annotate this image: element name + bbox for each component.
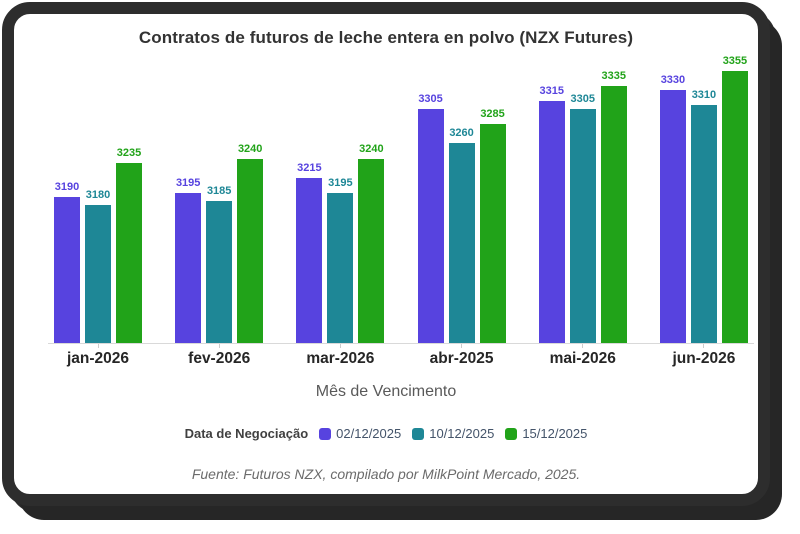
legend-label: 15/12/2025 (522, 426, 588, 441)
bar-value-label: 3190 (54, 181, 80, 193)
bar-wrap: 3190 (54, 55, 80, 343)
tick-cell (54, 344, 142, 348)
tick-cell (296, 344, 384, 348)
bar (327, 193, 354, 343)
bar (448, 143, 475, 343)
bar (417, 109, 444, 343)
x-axis-label: jun-2026 (672, 350, 736, 367)
bar-value-label: 3330 (660, 74, 686, 86)
x-axis-label: mar-2026 (306, 350, 375, 367)
x-axis-label: jan-2026 (66, 350, 130, 367)
bar-wrap: 3235 (116, 55, 142, 343)
x-axis-label: mai-2026 (549, 350, 616, 367)
bar (538, 101, 565, 343)
bar-wrap: 3185 (206, 55, 233, 343)
bar-wrap: 3335 (600, 55, 627, 343)
x-axis-label: abr-2025 (429, 350, 494, 367)
legend-item: 15/12/2025 (505, 426, 587, 441)
bar-group: 3190 3180 3235 (54, 55, 142, 343)
bar-value-label: 3260 (449, 127, 474, 139)
legend-label: 10/12/2025 (429, 426, 495, 441)
bar-wrap: 3195 (175, 55, 202, 343)
bar-value-label: 3285 (480, 108, 505, 120)
bar-wrap: 3355 (721, 55, 748, 343)
chart-frame: Contratos de futuros de leche entera en … (2, 2, 770, 506)
bar-wrap: 3310 (690, 55, 717, 343)
bar-value-label: 3240 (359, 143, 384, 155)
bar-wrap: 3330 (659, 55, 686, 343)
bar-value-label: 3310 (691, 89, 717, 101)
bar-group: 3315 3305 3335 (538, 55, 627, 343)
bar (237, 159, 264, 343)
bar-value-label: 3355 (722, 55, 748, 67)
bar (175, 193, 202, 343)
plot-area: 3190 3180 3235 3195 3185 3240 3215 3195 3240 3305… (54, 55, 748, 343)
bar (85, 205, 111, 343)
bar-wrap: 3240 (358, 55, 385, 343)
legend-item: 02/12/2025 (319, 426, 401, 441)
x-axis-labels: jan-2026 fev-2026 mar-2026 abr-2025 mai-2026… (54, 350, 748, 368)
bar-group: 3215 3195 3240 (296, 55, 385, 343)
bar (54, 197, 80, 343)
bar-value-label: 3335 (601, 70, 626, 82)
bar-wrap: 3315 (538, 55, 565, 343)
source-note: Fuente: Futuros NZX, compilado por MilkP… (191, 466, 581, 482)
bar-value-label: 3240 (237, 143, 263, 155)
bar-wrap: 3240 (237, 55, 264, 343)
legend-swatch (412, 427, 425, 440)
tick-cell (660, 344, 748, 348)
x-axis-line (48, 343, 754, 344)
legend-swatch (319, 427, 332, 440)
axis-tick (218, 344, 220, 348)
x-axis-title: Mês de Vencimento (315, 383, 457, 400)
bar (690, 105, 717, 343)
bar-wrap: 3260 (448, 55, 475, 343)
bar-wrap: 3215 (296, 55, 323, 343)
axis-tick (97, 344, 99, 348)
legend-label: 02/12/2025 (336, 426, 402, 441)
axis-tick (703, 344, 705, 348)
axis-tick (461, 344, 463, 348)
bar (358, 159, 385, 343)
x-axis-ticks (54, 344, 748, 348)
bar-value-label: 3305 (570, 93, 595, 105)
bar-wrap: 3305 (417, 55, 444, 343)
bar (116, 163, 142, 343)
bar (600, 86, 627, 343)
bar-wrap: 3285 (479, 55, 506, 343)
bar (479, 124, 506, 343)
legend-title: Data de Negociação (184, 426, 309, 441)
bar-value-label: 3305 (418, 93, 443, 105)
legend-swatch (505, 427, 518, 440)
legend: Data de Negociação 02/12/2025 10/12/2025 1… (14, 426, 758, 441)
tick-cell (418, 344, 506, 348)
bar-wrap: 3180 (85, 55, 111, 343)
tick-cell (539, 344, 627, 348)
bar-value-label: 3185 (206, 185, 232, 197)
bar-group: 3305 3260 3285 (417, 55, 506, 343)
bar-value-label: 3195 (328, 177, 353, 189)
bar-group: 3330 3310 3355 (659, 55, 748, 343)
bar (206, 201, 233, 343)
axis-tick (582, 344, 584, 348)
legend-item: 10/12/2025 (412, 426, 494, 441)
bar-value-label: 3235 (116, 147, 142, 159)
x-axis-label: fev-2026 (188, 350, 251, 367)
bar (296, 178, 323, 343)
bar (721, 71, 748, 343)
axis-tick (339, 344, 341, 348)
bar-value-label: 3215 (297, 162, 322, 174)
bar-value-label: 3195 (175, 177, 201, 189)
chart-title: Contratos de futuros de leche entera en … (138, 28, 634, 47)
bar-wrap: 3195 (327, 55, 354, 343)
bar (569, 109, 596, 343)
tick-cell (175, 344, 263, 348)
bar-value-label: 3315 (539, 85, 564, 97)
bar-value-label: 3180 (85, 189, 111, 201)
bar-group: 3195 3185 3240 (175, 55, 264, 343)
bar (659, 90, 686, 343)
bar-wrap: 3305 (569, 55, 596, 343)
